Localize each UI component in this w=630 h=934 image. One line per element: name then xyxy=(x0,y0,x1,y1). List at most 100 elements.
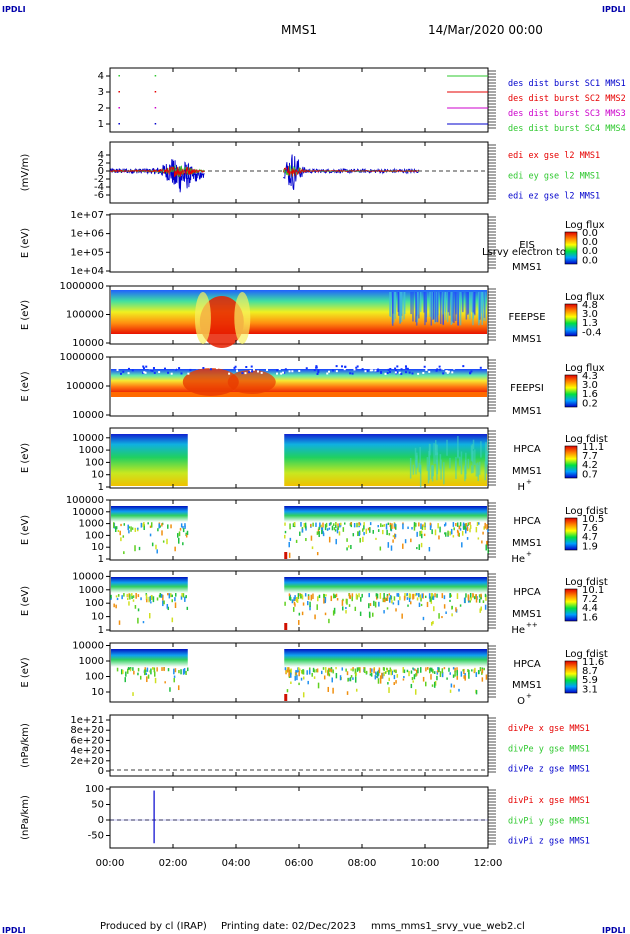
hpca-speck xyxy=(443,524,446,527)
ytick-label: -4 xyxy=(94,182,104,193)
hpca-speck xyxy=(430,523,432,528)
hpca-speck xyxy=(454,667,456,673)
hpca-speck xyxy=(452,522,455,527)
hpca-speck xyxy=(474,667,476,673)
hpca-speck xyxy=(420,542,423,548)
hpca-speck xyxy=(365,528,368,534)
feepsi-speckle xyxy=(175,368,178,371)
feepsi-speckle xyxy=(394,367,397,370)
hpca-speck xyxy=(373,600,375,606)
feepsi-speckle xyxy=(335,365,338,368)
xaxis-tick-label: 12:00 xyxy=(474,858,503,869)
ytick-label: 4e+20 xyxy=(70,746,104,757)
feepsi-speckle xyxy=(440,367,443,370)
panel-divpi-legend-0: divPi x gse MMS1 xyxy=(508,796,590,806)
hpca-speck xyxy=(350,522,352,525)
hpca-speck xyxy=(393,674,396,680)
panel-eis-mission: MMS1 xyxy=(512,262,542,273)
hpca-speck xyxy=(433,681,436,688)
hpca-speck xyxy=(335,672,338,679)
hpca-streak xyxy=(419,447,421,463)
hpca-speck xyxy=(323,593,325,598)
hpca-speck xyxy=(409,601,412,605)
hpca-speck xyxy=(345,668,347,672)
feepsi-speckle xyxy=(369,369,372,372)
feepse-streak xyxy=(469,292,471,320)
feepsi-speckle xyxy=(340,365,343,368)
feepsi-speckle xyxy=(209,368,212,371)
feepse-streak xyxy=(459,292,462,326)
hpca-speck xyxy=(149,670,151,673)
hpca-speck xyxy=(395,608,397,612)
eis-overlay-text: Lsrvy electron to xyxy=(482,247,566,258)
feepsi-speckle xyxy=(425,368,428,371)
panel-eis-instrument: EIS xyxy=(519,240,535,251)
panel-divpe-frame xyxy=(109,714,489,777)
hpca-streak xyxy=(440,459,442,480)
hpca-speck xyxy=(393,669,396,673)
feepsi-speckle xyxy=(248,371,251,374)
hpca-speck xyxy=(129,594,131,600)
hpca-speck xyxy=(358,593,360,598)
colorbar-tick: 7.6 xyxy=(582,523,598,534)
hpca-speck xyxy=(314,669,316,673)
feepsi-speckle xyxy=(151,369,154,372)
hpca-speck xyxy=(159,593,162,598)
hpca-speck xyxy=(386,667,388,670)
hpca-speck xyxy=(433,671,436,674)
feepsi-speckle xyxy=(404,365,407,368)
hpca-speck xyxy=(415,522,417,527)
hpca-speck xyxy=(475,597,478,603)
hpca-speck xyxy=(356,667,359,672)
feepse-streak xyxy=(447,292,450,313)
feepse-streak xyxy=(481,292,483,314)
hpca-speck xyxy=(152,667,154,670)
hpca-streak xyxy=(434,445,437,456)
hpca-speck xyxy=(369,603,372,607)
hpca-speck xyxy=(368,593,370,598)
hpca-speck xyxy=(388,670,390,675)
hpca-speck xyxy=(124,677,126,683)
colorbar-tick: -0.4 xyxy=(582,327,602,338)
hpca-speck xyxy=(149,525,152,528)
hpca-speck xyxy=(432,596,435,600)
feepsi-speckle xyxy=(391,365,394,368)
hpca-speck xyxy=(468,672,470,679)
hpca-speck xyxy=(382,529,384,535)
feepsi-speckle xyxy=(356,365,359,368)
hpca-speck xyxy=(315,522,317,527)
hpca-speck xyxy=(485,595,487,601)
panel-hpca_he-colorbar-title: Log fdist xyxy=(565,506,608,517)
feepsi-speckle xyxy=(405,367,408,370)
hpca-speck xyxy=(156,597,159,601)
feepsi-speckle xyxy=(260,371,263,374)
hpca-speck xyxy=(421,526,424,530)
hpca-speck xyxy=(349,677,352,682)
hpca-speck xyxy=(416,547,418,550)
hpca-speck xyxy=(386,607,389,610)
ytick-label: 1 xyxy=(98,119,104,130)
hpca-speck xyxy=(332,593,335,599)
feepsi-speckle xyxy=(119,372,122,375)
hpca-speck xyxy=(412,593,414,600)
ytick-label: 0 xyxy=(98,166,104,177)
hpca-speck xyxy=(162,594,164,601)
feepse-streak xyxy=(478,292,481,320)
feepse-edge xyxy=(194,292,211,344)
panel-hpca_o-instrument: HPCA xyxy=(513,659,541,670)
feepse-streak xyxy=(462,292,464,313)
hpca-speck xyxy=(110,594,112,599)
hpca-speck xyxy=(441,668,444,674)
panel-hpca_o-colorbar xyxy=(564,660,578,694)
hpca-speck xyxy=(158,523,160,529)
feepsi-speckle xyxy=(438,365,441,368)
hpca-speck xyxy=(127,524,129,531)
hpca-speck xyxy=(130,526,132,532)
hpca-speck xyxy=(146,676,148,683)
hpca-speck xyxy=(132,595,135,599)
feepsi-speckle xyxy=(366,369,369,372)
hpca-speck xyxy=(475,526,478,533)
hpca-streak xyxy=(429,444,431,456)
hpca-speck xyxy=(459,522,462,527)
hpca-low-energy xyxy=(284,552,288,559)
